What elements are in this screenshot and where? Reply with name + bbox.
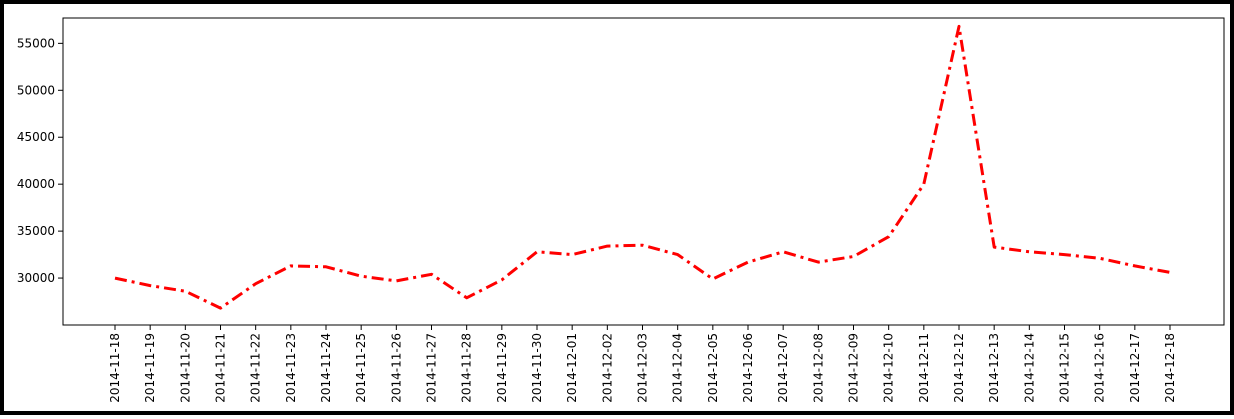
x-tick-label: 2014-12-07 [776,333,790,403]
x-tick-label: 2014-11-25 [354,333,368,403]
x-tick-label: 2014-12-03 [636,333,650,403]
x-tick-label: 2014-12-05 [706,333,720,403]
x-tick-label: 2014-12-04 [671,333,685,403]
y-tick-label: 55000 [17,36,55,50]
x-tick-label: 2014-11-24 [319,333,333,403]
x-tick-label: 2014-12-17 [1128,333,1142,403]
x-tick-label: 2014-11-19 [143,333,157,403]
x-tick-label: 2014-11-30 [530,333,544,403]
y-tick-label: 45000 [17,130,55,144]
x-tick-label: 2014-11-26 [389,333,403,403]
x-tick-label: 2014-12-06 [741,333,755,403]
y-tick-label: 40000 [17,177,55,191]
x-tick-label: 2014-12-09 [847,333,861,403]
x-tick-label: 2014-11-29 [495,333,509,403]
x-tick-label: 2014-12-16 [1093,333,1107,403]
x-tick-label: 2014-12-02 [600,333,614,403]
x-tick-label: 2014-11-23 [284,333,298,403]
series-line [114,24,1171,310]
x-tick-label: 2014-11-28 [460,333,474,403]
x-tick-label: 2014-12-11 [917,333,931,403]
x-tick-label: 2014-12-01 [565,333,579,403]
x-tick-label: 2014-12-08 [811,333,825,403]
x-tick-label: 2014-12-10 [882,333,896,403]
plot-area [62,17,1225,326]
x-tick-label: 2014-11-18 [108,333,122,403]
x-tick-label: 2014-11-21 [214,333,228,403]
x-tick-label: 2014-12-13 [987,333,1001,403]
y-tick-label: 50000 [17,83,55,97]
x-tick-label: 2014-12-14 [1022,333,1036,403]
x-tick-label: 2014-11-20 [178,333,192,403]
x-tick-label: 2014-11-27 [425,333,439,403]
y-tick-label: 30000 [17,271,55,285]
y-tick-label: 35000 [17,224,55,238]
x-tick-label: 2014-11-22 [249,333,263,403]
x-tick-label: 2014-12-15 [1058,333,1072,403]
x-tick-label: 2014-12-18 [1163,333,1177,403]
y-axis: 30000 35000 40000 45000 50000 55000 [17,36,63,285]
line-chart: 30000 35000 40000 45000 50000 55000 2014-11-1… [17,17,1225,403]
x-tick-label: 2014-12-12 [952,333,966,403]
x-axis: 2014-11-18 2014-11-19 2014-11-20 2014-11-21… [108,325,1177,403]
